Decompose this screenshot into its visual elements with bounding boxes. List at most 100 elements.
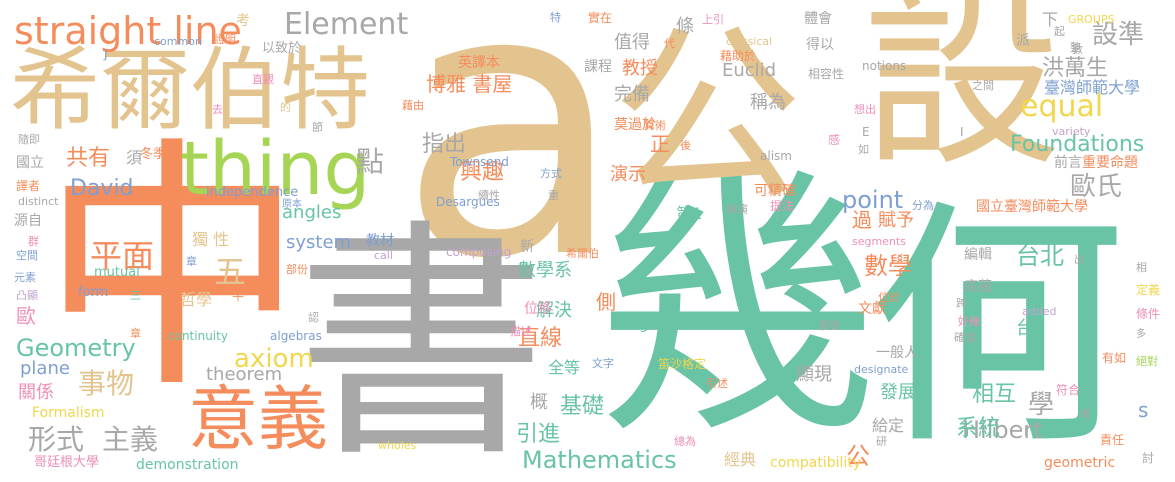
word-literature: 文獻	[858, 301, 886, 317]
word-variety: variety	[1052, 125, 1091, 138]
word-like: 有如	[1102, 351, 1127, 365]
word-five: 五	[214, 253, 247, 291]
word-system: system	[286, 232, 352, 253]
word-euclidean: 歐氏	[1070, 172, 1123, 202]
word-material: 教材	[366, 233, 394, 249]
word-course: 課程	[584, 59, 612, 75]
word-zhang2: 章	[130, 327, 141, 340]
word-out: 出	[1074, 253, 1085, 266]
word-interest: 興趣	[460, 160, 505, 185]
word-mutual-zh: 相互	[972, 382, 1017, 407]
word-proof: 證明	[214, 33, 236, 46]
word-dept: 數學系	[518, 260, 572, 281]
word-three: 三	[130, 289, 141, 302]
word-group: 群	[28, 235, 39, 248]
word-appear: 顯現	[796, 364, 832, 385]
word-continuity-zh: 續性	[478, 189, 500, 202]
word-intuition: 直觀	[252, 73, 274, 86]
word-he: 何	[868, 179, 1126, 479]
word-condition: 條件	[1136, 307, 1161, 321]
word-arithmetic: 算術	[644, 119, 666, 132]
word-guo: 過	[852, 208, 872, 232]
word-deduce: 推演	[726, 203, 748, 216]
word-definition: 定義	[1136, 283, 1161, 297]
word-called: 稱為	[750, 92, 786, 113]
word-school: 派	[1016, 33, 1030, 49]
word-think-up: 想出	[854, 103, 876, 116]
word-hilbert-short: 希爾伯	[566, 247, 599, 260]
word-algebras: algebras	[270, 329, 322, 343]
word-space: 空間	[16, 249, 38, 262]
word-proposition: 重要命題	[1082, 155, 1138, 171]
word-equal: equal	[1020, 89, 1104, 124]
word-via: 藉由	[402, 99, 424, 112]
word-object: 事物	[78, 367, 135, 400]
word-s: s	[1138, 398, 1149, 422]
word-so-that: 以致於	[262, 41, 302, 56]
word-groups: GROUPS	[1068, 13, 1115, 26]
word-special: 特	[550, 11, 561, 24]
word-element-zh: 元素	[14, 271, 36, 284]
word-quote: 引述	[706, 377, 728, 390]
word-geometric: geometric	[1044, 455, 1116, 471]
word-worth: 值得	[614, 32, 650, 53]
word-zhong4: 重	[548, 189, 559, 202]
word-always: 總為	[674, 435, 696, 448]
word-basis: 基礎	[560, 394, 605, 419]
word-shared: 共有	[66, 146, 111, 171]
word-dai: 代	[664, 37, 675, 50]
word-hilbert-zh: 希爾伯特	[10, 38, 370, 143]
word-immediately: 隨即	[18, 133, 40, 146]
word-real: 實在	[588, 11, 613, 25]
word-divide: 分為	[912, 199, 934, 212]
word-describe: 描述	[510, 325, 532, 338]
word-philosophy: 哲學	[180, 290, 213, 309]
word-preface: 前言	[1054, 155, 1082, 171]
word-several: 好幾	[958, 315, 980, 328]
word-classic: 經典	[724, 450, 757, 469]
word-ru: 如	[858, 143, 869, 156]
word-math: 數學	[864, 252, 912, 280]
word-point-out: 指出	[422, 132, 467, 157]
word-shu: 書	[296, 199, 546, 482]
word-l: l	[1024, 425, 1028, 439]
word-ism: 主義	[102, 423, 159, 456]
word-congruent: 全等	[548, 358, 581, 377]
word-element: Element	[284, 7, 409, 42]
word-plane: 平面	[90, 237, 155, 275]
word-continue: 續	[1080, 409, 1090, 420]
word-desargues: Desargues	[436, 195, 500, 209]
word-edit: 編輯	[964, 247, 992, 263]
word-a: a	[398, 0, 625, 340]
word-underlying: 底蘊	[964, 279, 992, 295]
word-postulate: 設準	[1092, 20, 1145, 50]
word-desargues-zh: 笛沙格定	[658, 357, 707, 371]
word-precise: 可精確	[754, 183, 796, 199]
word-feel: 感	[828, 133, 841, 147]
word-ou: 歐	[16, 304, 36, 328]
word-xue-r: 學	[1028, 390, 1055, 420]
word-independence: independence	[206, 185, 299, 200]
word-straight-line: straight line	[14, 9, 242, 53]
word-qu: 去	[212, 103, 223, 116]
word-shu-num: 數	[1072, 43, 1083, 56]
word-ji: 幾	[596, 144, 878, 473]
word-compatible: 相容性	[808, 67, 845, 81]
word-nothing-but: 莫過於	[614, 117, 656, 133]
word-euclid: Euclid	[722, 60, 777, 81]
word-whole: 整	[1070, 41, 1081, 54]
word-distinct: distinct	[18, 195, 59, 208]
word-winter: 冬季班	[140, 147, 180, 162]
word-hilbert: Hilbert	[962, 416, 1043, 444]
word-translator: 譯者	[16, 179, 41, 193]
word-call: call	[374, 249, 393, 262]
word-wholes: wholes	[378, 439, 417, 452]
word-tiao: 條	[676, 16, 694, 37]
word-angles: angles	[282, 202, 342, 223]
word-professor: 教授	[622, 58, 658, 79]
word-develop: 發展	[880, 382, 916, 403]
word-text: 文字	[592, 357, 614, 370]
word-kao: 考	[236, 13, 250, 29]
word-continuity: continuity	[168, 329, 228, 343]
word-down: 下	[1042, 10, 1059, 29]
